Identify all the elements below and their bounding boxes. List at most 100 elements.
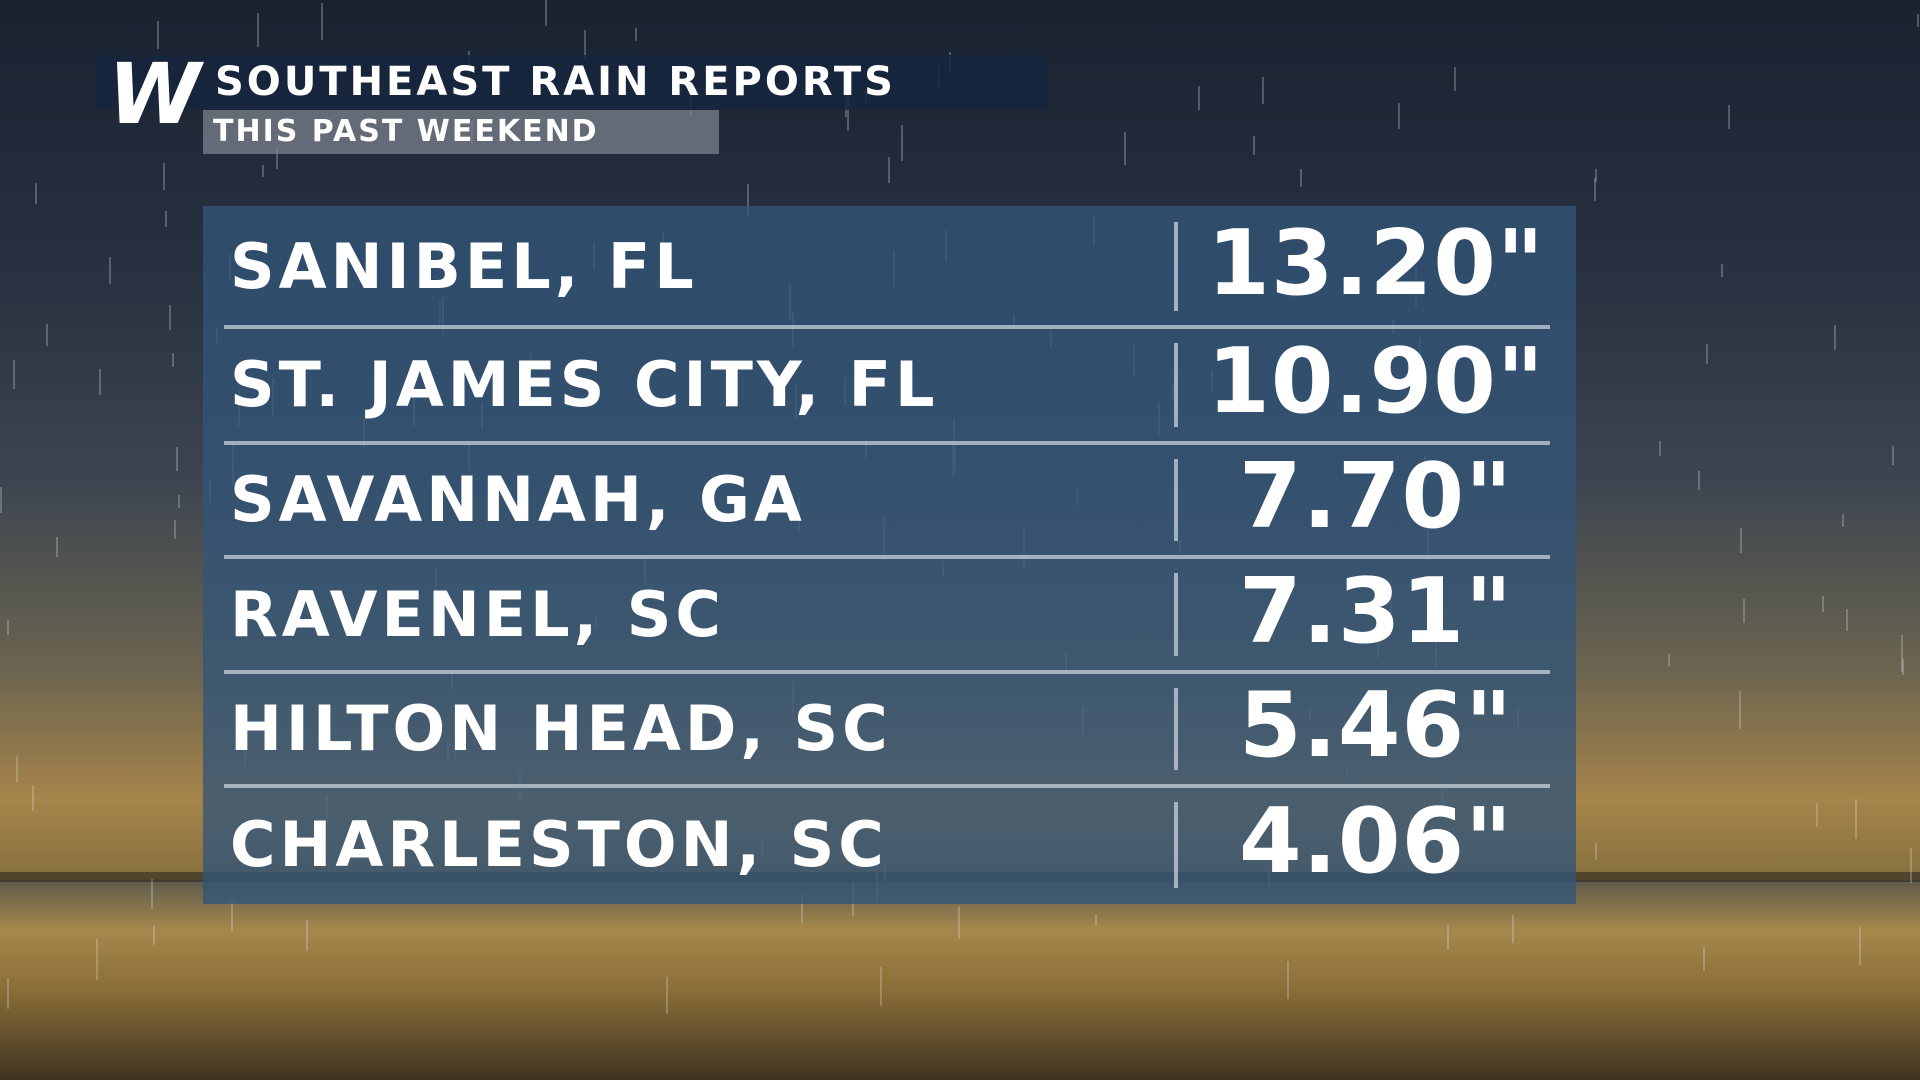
column-divider bbox=[1174, 343, 1178, 427]
rain-streak bbox=[1854, 798, 1857, 839]
table: SANIBEL, FL 13.20" ST. JAMES CITY, FL 10.90… bbox=[203, 206, 1576, 904]
location: ST. JAMES CITY, FL bbox=[230, 348, 939, 421]
rain-streak bbox=[1900, 635, 1903, 673]
column-divider bbox=[1174, 573, 1178, 656]
rainfall: 7.70" bbox=[1239, 444, 1513, 549]
rain-streak bbox=[16, 756, 19, 782]
rain-streak bbox=[1094, 913, 1097, 927]
rain-streak bbox=[1720, 264, 1723, 278]
rain-streak bbox=[1299, 168, 1302, 187]
location: RAVENEL, SC bbox=[230, 577, 725, 651]
rain-streak bbox=[177, 494, 180, 508]
rain-streak bbox=[1728, 104, 1731, 129]
rain-streak bbox=[163, 163, 166, 190]
rain-streak bbox=[150, 878, 153, 909]
rain-streak bbox=[305, 920, 308, 951]
rain-streak bbox=[957, 906, 960, 939]
rain-streak bbox=[583, 29, 586, 60]
rain-streak bbox=[55, 536, 58, 558]
rainfall: 10.90" bbox=[1207, 329, 1545, 434]
rain-streak bbox=[169, 305, 172, 331]
rain-streak bbox=[634, 27, 637, 42]
rain-streak bbox=[1742, 599, 1745, 624]
rain-streak bbox=[1397, 103, 1400, 129]
title: SOUTHEAST RAIN REPORTS bbox=[215, 59, 896, 105]
rain-streak bbox=[152, 926, 155, 946]
table-row: RAVENEL, SC 7.31" bbox=[203, 557, 1576, 674]
row-separator bbox=[224, 784, 1550, 788]
rain-streak bbox=[1287, 960, 1290, 1000]
rain-streak bbox=[13, 359, 16, 390]
column-divider bbox=[1174, 802, 1178, 888]
table-row: HILTON HEAD, SC 5.46" bbox=[203, 672, 1576, 788]
table-row: CHARLESTON, SC 4.06" bbox=[203, 786, 1576, 904]
location: SANIBEL, FL bbox=[230, 229, 698, 303]
rain-streak bbox=[1595, 843, 1597, 860]
rain-streak bbox=[230, 898, 233, 931]
rain-streak bbox=[1910, 848, 1913, 883]
rainfall: 5.46" bbox=[1239, 673, 1513, 778]
column-divider bbox=[1174, 222, 1178, 311]
rainfall: 4.06" bbox=[1239, 789, 1513, 894]
rain-streak bbox=[175, 447, 178, 471]
rain-streak bbox=[34, 182, 37, 204]
rain-streak bbox=[1821, 595, 1824, 612]
column-divider bbox=[1174, 688, 1178, 770]
table-row: SANIBEL, FL 13.20" bbox=[203, 206, 1576, 329]
rain-streak bbox=[665, 977, 668, 1014]
row-separator bbox=[224, 325, 1550, 329]
rain-streak bbox=[109, 256, 111, 284]
rain-streak bbox=[7, 978, 10, 1010]
rain-streak bbox=[888, 156, 891, 184]
row-separator bbox=[224, 670, 1550, 674]
rain-streak bbox=[1892, 445, 1895, 465]
rain-streak bbox=[1123, 131, 1126, 166]
table-row: SAVANNAH, GA 7.70" bbox=[203, 443, 1576, 559]
rain-streak bbox=[96, 939, 99, 981]
rain-streak bbox=[1833, 324, 1836, 351]
rain-streak bbox=[900, 125, 903, 161]
rain-streak bbox=[171, 352, 174, 368]
rain-streak bbox=[1594, 178, 1597, 201]
rain-streak bbox=[46, 323, 49, 347]
rain-streak bbox=[1816, 802, 1819, 827]
rain-streak bbox=[1262, 76, 1265, 104]
rain-streak bbox=[1846, 609, 1849, 632]
sea bbox=[0, 880, 1920, 1080]
rain-streak bbox=[1702, 947, 1705, 972]
rain-streak bbox=[32, 786, 35, 812]
rain-streak bbox=[1917, 14, 1920, 27]
rain-streak bbox=[157, 21, 160, 50]
rain-streak bbox=[1511, 914, 1514, 944]
rainfall: 13.20" bbox=[1207, 210, 1545, 316]
rain-streak bbox=[173, 519, 176, 539]
rain-streak bbox=[746, 183, 749, 216]
rain-streak bbox=[544, 0, 547, 26]
rain-streak bbox=[1842, 514, 1845, 528]
logo: W bbox=[108, 45, 201, 143]
rain-streak bbox=[1453, 66, 1456, 91]
row-separator bbox=[224, 555, 1550, 559]
rain-streak bbox=[1739, 528, 1742, 553]
location: CHARLESTON, SC bbox=[230, 808, 888, 881]
rain-streak bbox=[1705, 344, 1708, 364]
rain-streak bbox=[1198, 86, 1201, 111]
rain-streak bbox=[1658, 441, 1661, 456]
subtitle: THIS PAST WEEKEND bbox=[213, 114, 599, 149]
column-divider bbox=[1174, 459, 1178, 541]
subtitle-bar bbox=[203, 110, 719, 154]
rain-streak bbox=[846, 89, 849, 132]
rain-streak bbox=[262, 164, 265, 177]
location: HILTON HEAD, SC bbox=[230, 692, 892, 765]
rain-streak bbox=[7, 619, 10, 635]
rain-streak bbox=[800, 894, 803, 924]
rain-streak bbox=[880, 967, 883, 1006]
rain-streak bbox=[320, 2, 323, 41]
rain-streak bbox=[1901, 658, 1904, 676]
rain-streak bbox=[276, 147, 279, 169]
rain-streak bbox=[165, 210, 168, 227]
rain-streak bbox=[0, 487, 3, 513]
rain-streak bbox=[1447, 924, 1450, 951]
rain-streak bbox=[99, 369, 102, 396]
